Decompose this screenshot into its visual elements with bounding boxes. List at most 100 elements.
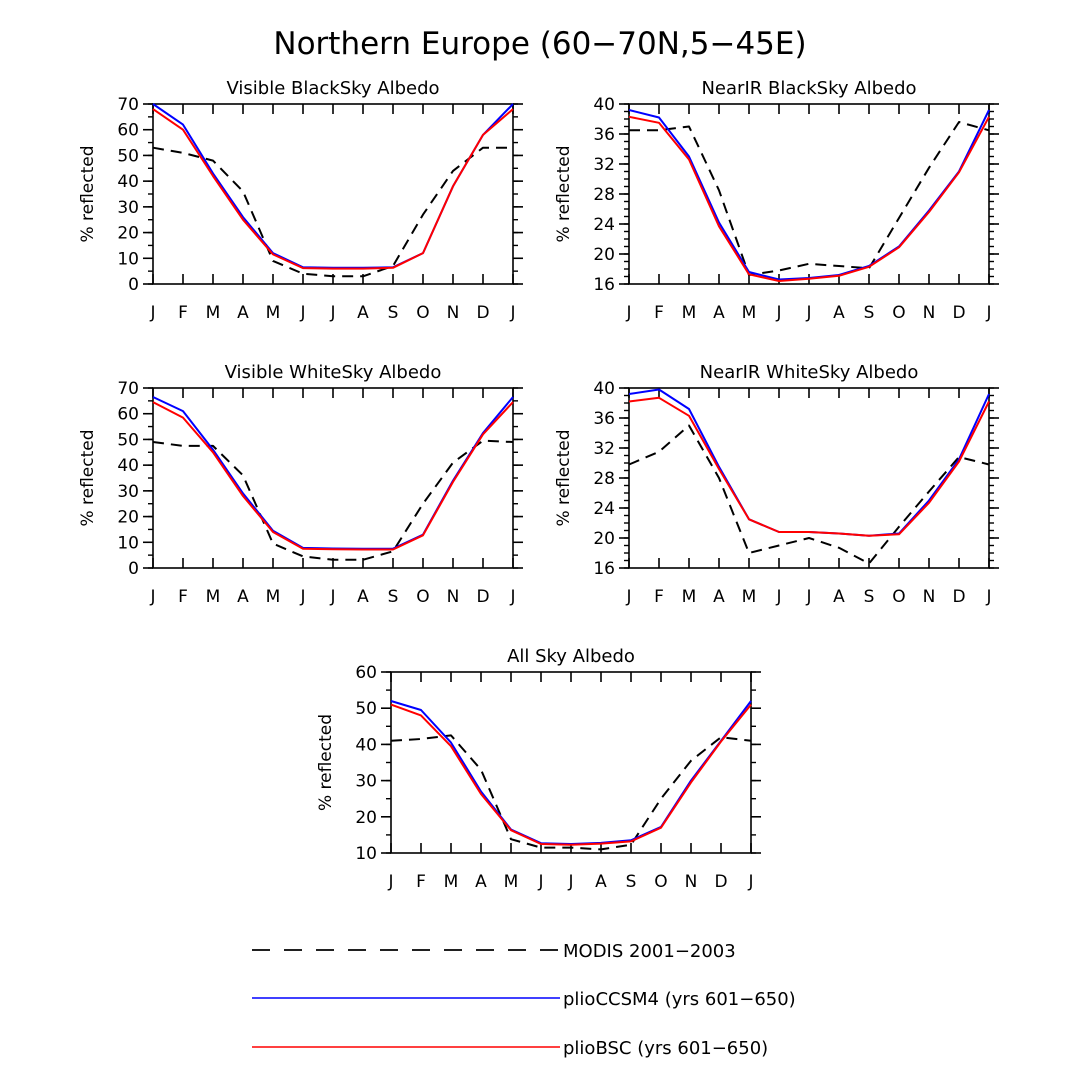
x-tick-label: M	[444, 872, 459, 892]
series-line-bsc	[152, 108, 514, 270]
x-tick-label: J	[329, 587, 335, 607]
y-tick-label: 16	[593, 559, 615, 579]
y-tick-label: 60	[117, 405, 139, 425]
x-tick-label: J	[299, 303, 305, 323]
x-tick-label: N	[923, 303, 936, 323]
y-tick-label: 0	[128, 559, 139, 579]
y-tick-label: 20	[593, 245, 615, 265]
y-tick-label: 20	[593, 529, 615, 549]
y-tick-label: 30	[117, 198, 139, 218]
y-tick-label: 70	[117, 95, 139, 115]
y-axis-label: % reflected	[554, 429, 574, 526]
legend-label-ccsm4: plioCCSM4 (yrs 601−650)	[563, 989, 796, 1010]
x-tick-label: M	[266, 587, 281, 607]
x-tick-label: F	[178, 303, 188, 323]
y-tick-label: 16	[593, 275, 615, 295]
x-tick-label: A	[833, 303, 845, 323]
y-tick-label: 0	[128, 275, 139, 295]
x-tick-label: M	[682, 303, 697, 323]
y-tick-label: 50	[117, 146, 139, 166]
x-tick-label: J	[985, 587, 991, 607]
x-tick-label: A	[713, 587, 725, 607]
x-tick-label: J	[299, 587, 305, 607]
x-tick-label: S	[388, 587, 399, 607]
x-tick-label: D	[952, 303, 965, 323]
x-tick-label: S	[864, 587, 875, 607]
x-tick-label: A	[833, 587, 845, 607]
y-tick-label: 10	[117, 533, 139, 553]
x-tick-label: F	[416, 872, 426, 892]
y-tick-label: 36	[593, 409, 615, 429]
x-tick-label: D	[952, 587, 965, 607]
y-tick-label: 36	[593, 125, 615, 145]
plot-frame	[628, 103, 990, 285]
series-line-ccsm4	[390, 700, 752, 845]
x-tick-label: D	[714, 872, 727, 892]
x-tick-label: A	[475, 872, 487, 892]
y-tick-label: 50	[117, 430, 139, 450]
x-tick-label: J	[805, 303, 811, 323]
y-tick-label: 32	[593, 155, 615, 175]
series-line-bsc	[390, 703, 752, 846]
y-tick-label: 60	[117, 121, 139, 141]
x-tick-label: J	[537, 872, 543, 892]
plot-frame	[152, 103, 514, 285]
y-axis-label: % reflected	[78, 145, 98, 242]
x-tick-label: D	[476, 303, 489, 323]
y-tick-label: 40	[593, 95, 615, 115]
x-tick-label: A	[357, 303, 369, 323]
x-tick-label: O	[892, 587, 905, 607]
series-line-ccsm4	[152, 103, 514, 269]
y-tick-label: 32	[593, 439, 615, 459]
x-tick-label: F	[178, 587, 188, 607]
series-line-modis	[152, 146, 513, 278]
x-tick-label: J	[625, 303, 631, 323]
y-tick-label: 30	[355, 772, 377, 792]
x-tick-label: M	[742, 303, 757, 323]
chart-title: All Sky Albedo	[507, 646, 635, 667]
x-tick-label: S	[388, 303, 399, 323]
y-tick-label: 10	[355, 844, 377, 864]
chart-title: Visible BlackSky Albedo	[226, 78, 439, 99]
y-axis-label: % reflected	[78, 429, 98, 526]
legend: MODIS 2001−2003 plioCCSM4 (yrs 601−650) pl…	[252, 941, 796, 1059]
series-line-ccsm4	[628, 109, 990, 281]
x-tick-label: F	[654, 303, 664, 323]
x-tick-label: J	[329, 303, 335, 323]
y-axis-label: % reflected	[554, 145, 574, 242]
x-tick-label: J	[747, 872, 753, 892]
y-tick-label: 10	[117, 249, 139, 269]
x-tick-label: J	[625, 587, 631, 607]
series-line-bsc	[628, 396, 990, 537]
series-line-modis	[390, 734, 752, 851]
x-tick-label: A	[237, 587, 249, 607]
x-tick-label: O	[654, 872, 667, 892]
y-tick-label: 24	[593, 499, 615, 519]
series-line-modis	[628, 424, 990, 565]
x-tick-label: A	[357, 587, 369, 607]
plot-frame	[628, 387, 990, 569]
x-tick-label: J	[567, 872, 573, 892]
x-tick-label: M	[206, 587, 221, 607]
y-tick-label: 40	[355, 735, 377, 755]
y-tick-label: 50	[355, 699, 377, 719]
plot-frame	[152, 387, 514, 569]
x-tick-label: A	[713, 303, 725, 323]
y-tick-label: 30	[117, 482, 139, 502]
x-tick-label: M	[504, 872, 519, 892]
series-line-bsc	[152, 401, 514, 551]
series-line-modis	[152, 439, 514, 561]
x-tick-label: J	[985, 303, 991, 323]
x-tick-label: M	[742, 587, 757, 607]
y-axis-label: % reflected	[316, 714, 336, 811]
y-tick-label: 60	[355, 663, 377, 683]
series-line-bsc	[628, 115, 990, 282]
y-tick-label: 24	[593, 215, 615, 235]
x-tick-label: O	[416, 303, 429, 323]
